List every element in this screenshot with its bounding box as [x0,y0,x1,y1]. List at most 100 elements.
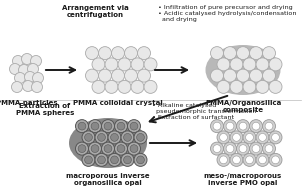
Circle shape [112,69,125,82]
Circle shape [22,81,33,91]
Circle shape [124,133,131,141]
Text: PMMA particles: PMMA particles [0,100,58,106]
Circle shape [137,47,150,60]
Text: Extraction of
PMMA spheres: Extraction of PMMA spheres [16,103,74,116]
Circle shape [256,58,269,71]
Circle shape [124,156,131,164]
Circle shape [262,69,275,82]
Circle shape [217,153,230,166]
Circle shape [118,80,131,93]
Circle shape [115,142,127,155]
Circle shape [271,156,279,164]
Circle shape [237,47,250,60]
Text: PMMA colloidal crystal: PMMA colloidal crystal [73,100,163,106]
Circle shape [269,80,282,93]
Circle shape [223,142,237,155]
Circle shape [237,120,250,133]
Circle shape [233,133,240,141]
Circle shape [217,80,230,93]
Circle shape [210,69,223,82]
Circle shape [213,122,221,130]
Circle shape [265,122,273,130]
Circle shape [115,120,127,133]
Circle shape [130,122,138,130]
Circle shape [210,47,223,60]
Circle shape [223,47,237,60]
Circle shape [75,142,88,155]
Circle shape [269,58,282,71]
Circle shape [104,145,112,153]
Circle shape [92,80,105,93]
Circle shape [262,47,275,60]
Circle shape [111,133,118,141]
Text: Arrangement via
centrifugation: Arrangement via centrifugation [62,5,128,18]
Circle shape [95,153,108,166]
Circle shape [117,145,125,153]
Circle shape [78,122,86,130]
Circle shape [239,122,247,130]
Circle shape [9,64,20,74]
Circle shape [33,73,43,84]
Circle shape [82,153,95,166]
Circle shape [243,153,256,166]
Circle shape [88,142,102,155]
Circle shape [134,153,147,166]
Circle shape [136,133,144,141]
Circle shape [230,58,243,71]
Circle shape [256,131,269,144]
Circle shape [32,81,43,92]
Circle shape [219,133,227,141]
Circle shape [219,156,227,164]
Circle shape [111,156,118,164]
Circle shape [98,47,112,60]
Circle shape [226,145,234,153]
Circle shape [22,53,33,64]
Circle shape [226,122,234,130]
Circle shape [250,120,262,133]
Circle shape [127,120,140,133]
Circle shape [269,131,282,144]
Circle shape [217,131,230,144]
Circle shape [256,80,269,93]
Circle shape [239,145,247,153]
Circle shape [25,71,36,83]
Circle shape [75,120,88,133]
Ellipse shape [69,118,147,168]
Circle shape [137,69,150,82]
Circle shape [19,64,29,75]
Circle shape [12,81,22,92]
Circle shape [136,156,144,164]
Circle shape [91,122,99,130]
Circle shape [250,69,262,82]
Circle shape [210,120,223,133]
Circle shape [108,153,121,166]
Circle shape [230,153,243,166]
Circle shape [88,120,102,133]
Circle shape [108,131,121,144]
Circle shape [117,122,125,130]
Circle shape [262,120,275,133]
Circle shape [112,47,125,60]
Circle shape [259,156,266,164]
Circle shape [125,69,137,82]
Circle shape [102,142,115,155]
Circle shape [105,80,118,93]
Circle shape [27,64,39,74]
Circle shape [262,142,275,155]
Circle shape [252,145,260,153]
Circle shape [233,156,240,164]
Circle shape [121,153,134,166]
Circle shape [256,153,269,166]
Circle shape [250,47,262,60]
Circle shape [102,120,115,133]
Circle shape [82,131,95,144]
Circle shape [259,133,266,141]
Circle shape [213,145,221,153]
Circle shape [210,142,223,155]
Circle shape [230,80,243,93]
Circle shape [134,131,147,144]
Circle shape [15,73,26,84]
Circle shape [230,131,243,144]
Circle shape [85,133,92,141]
Circle shape [237,142,250,155]
